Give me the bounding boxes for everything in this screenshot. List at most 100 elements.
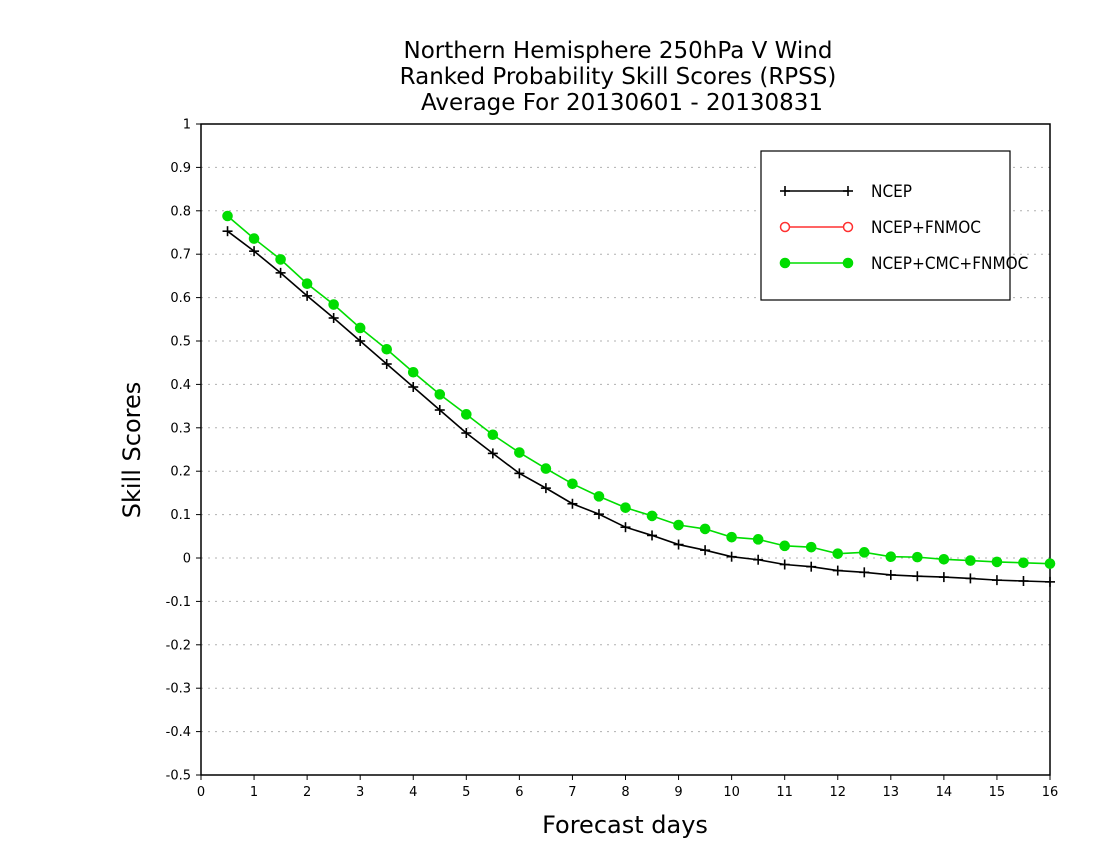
series-0-point-11 xyxy=(514,468,525,479)
series-2-point-27 xyxy=(938,554,950,565)
y-tick-label-11: 0.6 xyxy=(170,291,191,306)
x-tick-label-16: 16 xyxy=(1042,785,1059,800)
series-2-point-5 xyxy=(354,322,366,334)
series-0-point-15 xyxy=(620,522,631,533)
series-2-point-13 xyxy=(567,478,578,490)
series-2-point-17 xyxy=(673,519,684,531)
series-0-point-29 xyxy=(991,575,1002,586)
y-tick-label-13: 0.8 xyxy=(170,204,191,219)
legend-marker-end-0 xyxy=(843,186,853,196)
series-0-point-7 xyxy=(408,382,419,393)
y-tick-label-6: 0.1 xyxy=(170,508,191,523)
series-0-point-13 xyxy=(567,498,578,509)
series-0-point-0 xyxy=(222,226,233,237)
series-0-point-22 xyxy=(806,561,817,572)
x-tick-label-9: 9 xyxy=(674,785,682,800)
series-2-point-28 xyxy=(965,555,976,566)
series-2-point-7 xyxy=(407,366,419,378)
series-0-point-26 xyxy=(912,571,923,582)
series-0-point-6 xyxy=(381,359,392,370)
series-2-point-18 xyxy=(699,523,711,535)
series-0-point-17 xyxy=(673,539,684,550)
series-0-point-10 xyxy=(487,448,498,459)
series-2-point-8 xyxy=(434,389,446,400)
series-2-point-0 xyxy=(222,210,233,222)
series-0-point-19 xyxy=(726,551,737,562)
series-2-point-21 xyxy=(779,540,790,552)
series-0-point-20 xyxy=(753,554,764,565)
series-2-point-26 xyxy=(912,551,923,563)
x-tick-label-11: 11 xyxy=(776,785,793,800)
x-tick-label-5: 5 xyxy=(462,785,470,800)
legend-marker-end-1 xyxy=(842,221,854,233)
series-0-point-5 xyxy=(355,336,366,346)
series-0-point-18 xyxy=(700,545,711,556)
series-2-point-31 xyxy=(1044,558,1056,569)
series-2-point-14 xyxy=(593,491,605,502)
chart-title-line-3: Average For 20130601 - 20130831 xyxy=(421,90,823,116)
series-0-point-14 xyxy=(593,509,604,520)
y-tick-label-9: 0.4 xyxy=(170,378,191,393)
chart-title: Northern Hemisphere 250hPa V Wind Ranked… xyxy=(400,38,837,116)
y-tick-label-0: -0.5 xyxy=(166,769,191,784)
legend-label-1: NCEP+FNMOC xyxy=(871,218,981,238)
series-0-point-25 xyxy=(885,569,896,580)
legend-marker-end-2 xyxy=(842,257,854,269)
chart-title-line-1: Northern Hemisphere 250hPa V Wind xyxy=(404,38,833,64)
legend: NCEP NCEP+FNMOC NCEP+CMC+FNMOC xyxy=(760,150,1028,301)
series-2-point-24 xyxy=(858,547,870,558)
series-2-point-11 xyxy=(514,447,525,458)
y-axis-label: Skill Scores xyxy=(118,382,146,519)
y-tick-label-8: 0.3 xyxy=(170,421,191,436)
series-2-point-12 xyxy=(540,463,552,474)
legend-marker-start-1 xyxy=(779,221,791,233)
series-2-point-29 xyxy=(991,556,1003,568)
y-tick-label-14: 0.9 xyxy=(170,161,191,176)
x-tick-label-2: 2 xyxy=(303,785,311,800)
y-tick-label-1: -0.4 xyxy=(166,725,191,740)
series-2-point-6 xyxy=(381,343,393,355)
y-tick-label-2: -0.3 xyxy=(166,682,191,697)
series-2-point-10 xyxy=(487,429,499,441)
series-0-point-3 xyxy=(302,290,313,301)
series-0-point-16 xyxy=(647,530,658,541)
series-2-point-25 xyxy=(885,551,897,562)
y-tick-label-4: -0.1 xyxy=(166,595,191,610)
legend-label-0: NCEP xyxy=(871,182,912,202)
x-tick-label-6: 6 xyxy=(515,785,523,800)
x-tick-label-15: 15 xyxy=(989,785,1006,800)
series-0-point-28 xyxy=(965,573,976,584)
series-2-point-30 xyxy=(1018,557,1029,569)
series-0-point-21 xyxy=(779,559,790,570)
x-tick-label-7: 7 xyxy=(568,785,576,800)
x-axis-ticks: 0 1 2 3 4 5 6 7 8 9 10 11 12 13 14 15 16 xyxy=(197,775,1058,800)
series-0-point-27 xyxy=(938,572,949,583)
series-0-point-8 xyxy=(434,405,445,416)
legend-marker-start-0 xyxy=(780,186,790,196)
series-2-point-2 xyxy=(275,254,286,265)
series-0-point-31 xyxy=(1045,576,1055,587)
legend-box xyxy=(760,150,1011,301)
series-2-point-15 xyxy=(620,502,631,513)
series-2-point-1 xyxy=(248,233,260,244)
chart-title-line-2: Ranked Probability Skill Scores (RPSS) xyxy=(400,64,837,90)
series-0-point-23 xyxy=(832,565,843,576)
series-2-point-16 xyxy=(646,510,658,522)
legend-label-2: NCEP+CMC+FNMOC xyxy=(871,254,1028,274)
x-tick-label-0: 0 xyxy=(197,785,205,800)
x-tick-label-1: 1 xyxy=(250,785,258,800)
series-2-point-4 xyxy=(328,299,339,310)
series-0-point-24 xyxy=(859,567,870,578)
x-axis-label: Forecast days xyxy=(542,811,708,839)
y-tick-label-15: 1 xyxy=(183,118,191,133)
y-tick-label-3: -0.2 xyxy=(166,638,191,653)
series-2-point-9 xyxy=(461,409,472,420)
x-tick-label-3: 3 xyxy=(356,785,364,800)
series-2-point-19 xyxy=(726,531,737,543)
y-axis-ticks: -0.5 -0.4 -0.3 -0.2 -0.1 0 0.1 0.2 0.3 0.4 0.5 0.6 0… xyxy=(166,118,201,784)
legend-marker-start-2 xyxy=(779,257,791,269)
y-tick-label-10: 0.5 xyxy=(170,335,191,350)
x-tick-label-4: 4 xyxy=(409,785,417,800)
